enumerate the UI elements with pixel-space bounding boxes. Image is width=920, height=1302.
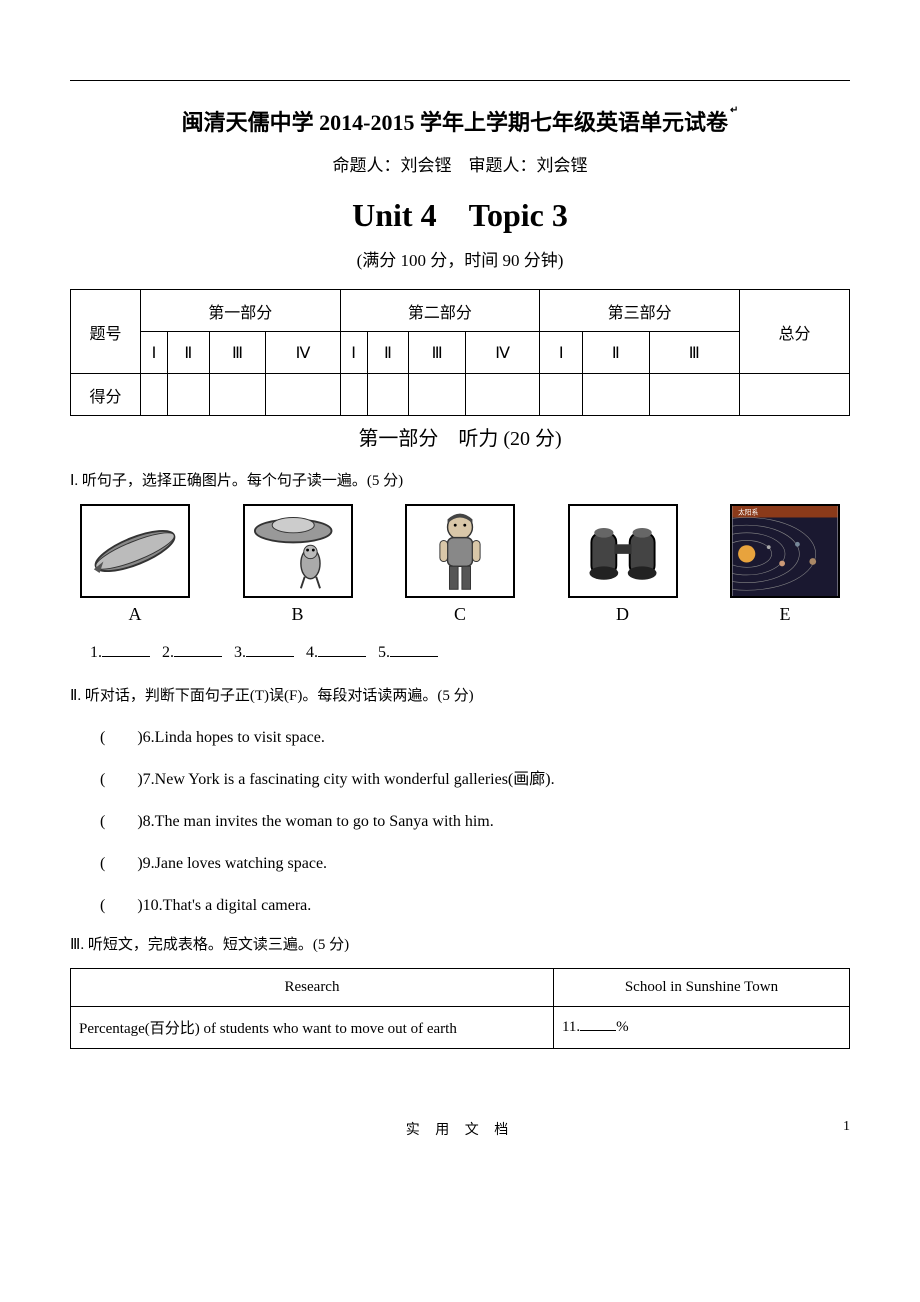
tf-item-10: ( )10.That's a digital camera.	[70, 891, 850, 915]
svg-text:太阳系: 太阳系	[738, 508, 758, 517]
blank-num-5: 5.	[378, 644, 390, 661]
cell-p2-2: Ⅱ	[367, 332, 409, 374]
school-title: 闽清天儒中学 2014-2015 学年上学期七年级英语单元试卷↵	[70, 105, 850, 137]
letter-e: E	[775, 604, 795, 625]
row1-prefix: 11.	[562, 1019, 580, 1035]
cell-p3-1: Ⅰ	[540, 332, 583, 374]
paren: ( )	[100, 813, 143, 830]
research-header-row: Research School in Sunshine Town	[71, 969, 850, 1007]
score-table-subheader-row: Ⅰ Ⅱ Ⅲ Ⅳ Ⅰ Ⅱ Ⅲ Ⅳ Ⅰ Ⅱ Ⅲ	[71, 332, 850, 374]
row1-suffix: %	[616, 1019, 629, 1035]
top-horizontal-rule	[70, 80, 850, 81]
score-cell	[340, 374, 367, 416]
section3-label: Ⅲ. 听短文，完成表格。短文读三遍。(5 分)	[70, 933, 850, 954]
authors-line: 命题人：刘会铿 审题人：刘会铿	[70, 151, 850, 176]
score-time-line: (满分 100 分，时间 90 分钟)	[70, 246, 850, 271]
research-row1-value: 11.%	[553, 1007, 849, 1049]
letter-c: C	[450, 604, 470, 625]
score-cell	[209, 374, 266, 416]
tf-item-7: ( )7.New York is a fascinating city with…	[70, 765, 850, 789]
image-d-binoculars	[568, 504, 678, 598]
page-number: 1	[843, 1119, 850, 1135]
tf-item-8: ( )8.The man invites the woman to go to …	[70, 807, 850, 831]
score-cell	[167, 374, 209, 416]
cell-defen: 得分	[71, 374, 141, 416]
school-title-text: 闽清天儒中学 2014-2015 学年上学期七年级英语单元试卷	[182, 110, 728, 135]
image-e-solar-system: 太阳系	[730, 504, 840, 598]
part1-header: 第一部分 听力 (20 分)	[70, 422, 850, 451]
research-row-1: Percentage(百分比) of students who want to …	[71, 1007, 850, 1049]
tf-item-9: ( )9.Jane loves watching space.	[70, 849, 850, 873]
cell-p3-2: Ⅱ	[583, 332, 650, 374]
blank-num-4: 4.	[306, 644, 318, 661]
tf-text-8: 8.The man invites the woman to go to San…	[143, 813, 494, 830]
score-table-score-row: 得分	[71, 374, 850, 416]
letter-a: A	[125, 604, 145, 625]
cell-p2-3: Ⅲ	[409, 332, 466, 374]
score-cell	[465, 374, 539, 416]
tf-text-7: 7.New York is a fascinating city with wo…	[143, 771, 555, 788]
blank-num-3: 3.	[234, 644, 246, 661]
cell-part3: 第三部分	[540, 290, 740, 332]
tf-text-6: 6.Linda hopes to visit space.	[143, 729, 325, 746]
section1-label: Ⅰ. 听句子，选择正确图片。每个句子读一遍。(5 分)	[70, 469, 850, 490]
letter-b: B	[288, 604, 308, 625]
research-table: Research School in Sunshine Town Percent…	[70, 968, 850, 1049]
score-cell	[409, 374, 466, 416]
blank-num-2: 2.	[162, 644, 174, 661]
cell-p3-3: Ⅲ	[649, 332, 739, 374]
paren: ( )	[100, 729, 143, 746]
paren: ( )	[100, 855, 143, 872]
image-b-ufo-alien	[243, 504, 353, 598]
unit-title: Unit 4 Topic 3	[70, 190, 850, 236]
cell-part2: 第二部分	[340, 290, 540, 332]
score-table-header-row: 题号 第一部分 第二部分 第三部分 总分	[71, 290, 850, 332]
paren: ( )	[100, 771, 143, 788]
cell-tihao: 题号	[71, 290, 141, 374]
image-c-boy	[405, 504, 515, 598]
letter-d: D	[613, 604, 633, 625]
score-cell	[583, 374, 650, 416]
cell-p1-4: Ⅳ	[266, 332, 340, 374]
blank-1	[102, 643, 150, 657]
score-table: 题号 第一部分 第二部分 第三部分 总分 Ⅰ Ⅱ Ⅲ Ⅳ Ⅰ Ⅱ Ⅲ Ⅳ Ⅰ Ⅱ…	[70, 289, 850, 416]
cell-p1-1: Ⅰ	[141, 332, 168, 374]
cell-p1-2: Ⅱ	[167, 332, 209, 374]
cell-part1: 第一部分	[141, 290, 341, 332]
letters-row: A B C D E	[70, 604, 850, 625]
cell-p2-1: Ⅰ	[340, 332, 367, 374]
tf-text-10: 10.That's a digital camera.	[143, 897, 312, 914]
score-cell	[540, 374, 583, 416]
footer-text: 实 用 文 档	[406, 1123, 515, 1138]
score-cell	[740, 374, 850, 416]
paren: ( )	[100, 897, 143, 914]
images-row: 太阳系	[70, 504, 850, 598]
section2-label: Ⅱ. 听对话，判断下面句子正(T)误(F)。每段对话读两遍。(5 分)	[70, 684, 850, 705]
research-h2: School in Sunshine Town	[553, 969, 849, 1007]
blank-3	[246, 643, 294, 657]
title-suffix-mark: ↵	[730, 105, 738, 116]
research-row1-label: Percentage(百分比) of students who want to …	[71, 1007, 554, 1049]
score-cell	[266, 374, 340, 416]
blanks-line: 1. 2. 3. 4. 5.	[70, 643, 850, 662]
score-cell	[367, 374, 409, 416]
tf-text-9: 9.Jane loves watching space.	[143, 855, 327, 872]
blank-4	[318, 643, 366, 657]
cell-zongfen: 总分	[740, 290, 850, 374]
row1-blank	[580, 1019, 616, 1031]
page-footer: 实 用 文 档 1	[70, 1119, 850, 1139]
blank-num-1: 1.	[90, 644, 102, 661]
image-a-pen	[80, 504, 190, 598]
blank-5	[390, 643, 438, 657]
tf-item-6: ( )6.Linda hopes to visit space.	[70, 723, 850, 747]
research-h1: Research	[71, 969, 554, 1007]
cell-p1-3: Ⅲ	[209, 332, 266, 374]
blank-2	[174, 643, 222, 657]
cell-p2-4: Ⅳ	[465, 332, 539, 374]
score-cell	[141, 374, 168, 416]
score-cell	[649, 374, 739, 416]
